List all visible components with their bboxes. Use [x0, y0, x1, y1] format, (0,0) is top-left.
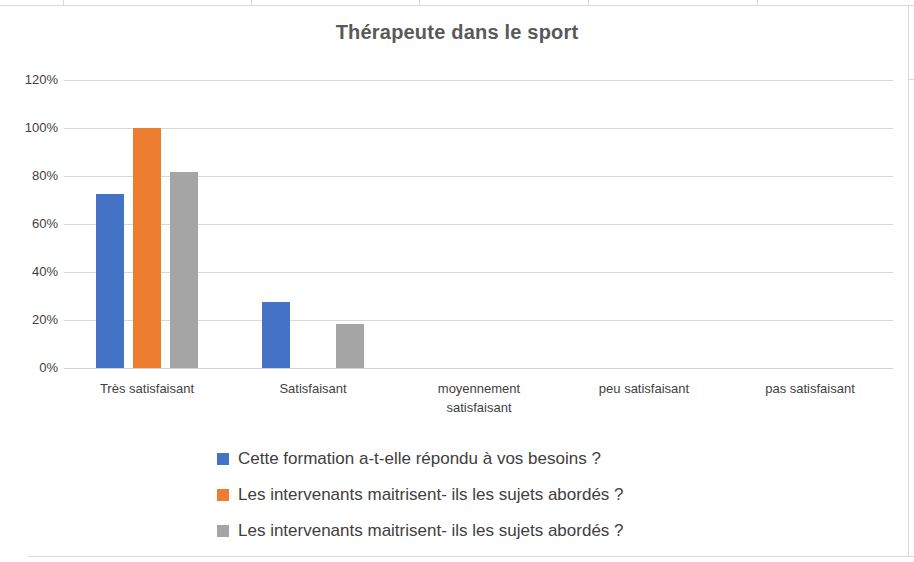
y-axis-tick-label: 120%	[8, 72, 58, 88]
gridline-0%	[64, 368, 893, 369]
chart-border-bottom	[28, 556, 914, 557]
x-axis-category-label: Satisfaisant	[251, 380, 375, 399]
cell-border-top	[0, 5, 914, 6]
cell-border-tick	[757, 0, 758, 5]
chart-border-right	[908, 5, 909, 556]
bar-series1-cat1[interactable]	[96, 194, 124, 368]
y-axis-tick-label: 80%	[8, 168, 58, 184]
cell-border-tick	[63, 0, 64, 5]
legend-item-3[interactable]: Les intervenants maitrisent- ils les suj…	[217, 519, 624, 543]
y-axis-tick-label: 40%	[8, 264, 58, 280]
legend-label-3: Les intervenants maitrisent- ils les suj…	[238, 521, 624, 541]
legend-swatch-1	[217, 453, 229, 465]
gridline-120%	[64, 80, 893, 81]
legend-label-1: Cette formation a-t-elle répondu à vos b…	[238, 449, 601, 469]
y-axis-tick-label: 100%	[8, 120, 58, 136]
bar-series2-cat1[interactable]	[133, 128, 161, 368]
bar-series1-cat2[interactable]	[262, 302, 290, 368]
gridline-100%	[64, 128, 893, 129]
x-axis-category-label: pas satisfaisant	[748, 380, 872, 399]
x-axis-category-label: Très satisfaisant	[85, 380, 209, 399]
cell-border-tick	[251, 0, 252, 5]
x-axis-category-label: peu satisfaisant	[582, 380, 706, 399]
spreadsheet-chart-canvas: Thérapeute dans le sport 0% 20% 40% 60% 80% 1…	[0, 0, 914, 562]
legend-item-2[interactable]: Les intervenants maitrisent- ils les suj…	[217, 483, 624, 507]
legend-label-2: Les intervenants maitrisent- ils les suj…	[238, 485, 624, 505]
bar-series3-cat2[interactable]	[336, 324, 364, 368]
legend-swatch-3	[217, 525, 229, 537]
bar-series3-cat1[interactable]	[170, 172, 198, 368]
chart-title[interactable]: Thérapeute dans le sport	[0, 21, 914, 44]
cell-border-tick	[908, 79, 914, 80]
legend-item-1[interactable]: Cette formation a-t-elle répondu à vos b…	[217, 447, 601, 471]
y-axis-tick-label: 60%	[8, 216, 58, 232]
cell-border-tick	[588, 0, 589, 5]
cell-border-tick	[419, 0, 420, 5]
y-axis-tick-label: 20%	[8, 312, 58, 328]
y-axis-tick-label: 0%	[8, 360, 58, 376]
legend-swatch-2	[217, 489, 229, 501]
x-axis-category-label: moyennement satisfaisant	[417, 380, 541, 418]
